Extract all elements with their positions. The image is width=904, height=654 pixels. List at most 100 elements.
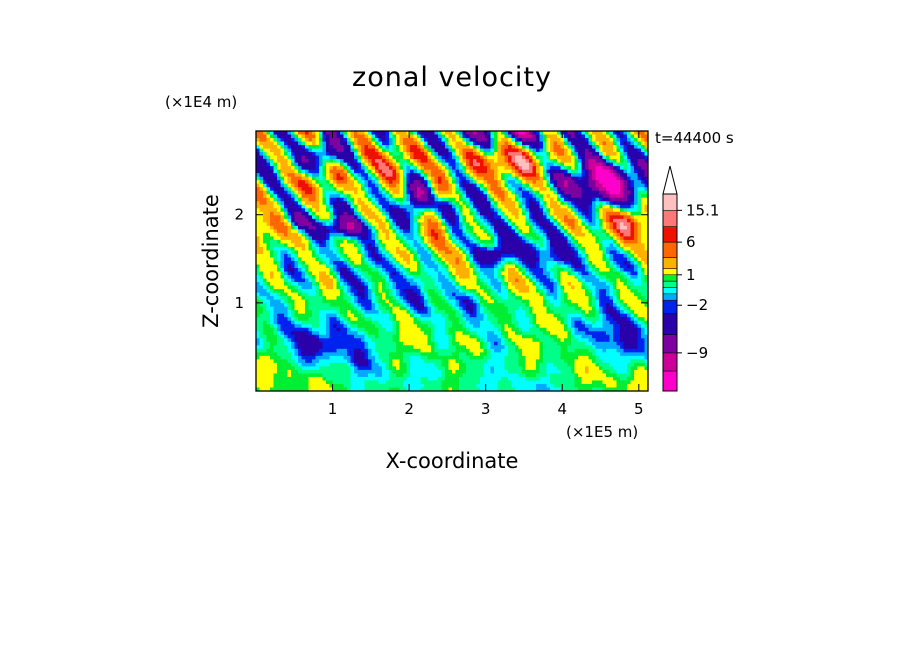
field-cell (277, 261, 282, 266)
field-cell (434, 152, 439, 157)
field-cell (417, 159, 422, 164)
field-cell (385, 257, 390, 262)
field-cell (532, 131, 537, 136)
field-cell (312, 243, 317, 248)
field-cell (357, 190, 362, 195)
field-cell (529, 278, 534, 283)
field-cell (574, 148, 579, 153)
field-cell (469, 173, 474, 178)
field-cell (550, 173, 555, 178)
field-cell (308, 173, 313, 178)
field-cell (424, 264, 429, 269)
field-cell (483, 152, 488, 157)
field-cell (427, 264, 432, 269)
field-cell (641, 239, 646, 245)
field-cell (357, 183, 362, 188)
field-cell (312, 187, 317, 192)
field-cell (406, 190, 411, 195)
field-cell (326, 232, 331, 237)
field-cell (301, 250, 306, 255)
field-cell (644, 141, 648, 146)
field-cell (452, 208, 457, 213)
field-cell (525, 253, 530, 259)
field-cell (448, 187, 453, 192)
field-cell (525, 239, 530, 245)
field-cell (392, 282, 397, 287)
field-cell (546, 208, 551, 213)
field-cell (532, 134, 537, 139)
field-cell (623, 166, 628, 171)
field-cell (571, 282, 576, 287)
field-cell (459, 261, 464, 266)
field-cell (623, 138, 628, 143)
field-cell (567, 236, 572, 241)
field-cell (536, 148, 541, 153)
field-cell (536, 187, 541, 192)
field-cell (490, 201, 495, 206)
field-cell (291, 246, 296, 252)
field-cell (620, 271, 625, 276)
field-cell (403, 243, 408, 248)
field-cell (294, 253, 299, 259)
field-cell (277, 225, 282, 230)
field-cell (459, 169, 464, 174)
field-cell (441, 204, 446, 209)
field-cell (532, 194, 537, 199)
field-cell (361, 232, 366, 237)
field-cell (266, 225, 271, 230)
field-cell (529, 218, 534, 223)
field-cell (322, 190, 327, 195)
field-cell (354, 222, 359, 227)
field-cell (462, 166, 467, 171)
field-cell (536, 253, 541, 259)
field-cell (256, 145, 261, 150)
field-cell (441, 211, 446, 216)
field-cell (511, 138, 516, 143)
field-cell (424, 197, 429, 202)
field-cell (613, 225, 618, 230)
field-cell (616, 138, 621, 143)
field-cell (354, 239, 359, 245)
field-cell (487, 169, 492, 174)
field-cell (389, 275, 394, 280)
field-cell (564, 215, 569, 220)
field-cell (497, 239, 502, 245)
field-cell (602, 145, 607, 150)
field-cell (427, 159, 432, 164)
field-cell (623, 257, 628, 262)
field-cell (420, 253, 425, 259)
field-cell (336, 250, 341, 255)
field-cell (284, 180, 289, 185)
field-cell (396, 211, 401, 216)
field-cell (609, 264, 614, 269)
field-cell (550, 183, 555, 188)
field-cell (613, 246, 618, 252)
field-cell (350, 275, 355, 280)
field-cell (368, 275, 373, 280)
field-cell (480, 166, 485, 171)
field-cell (473, 285, 478, 290)
field-cell (557, 152, 562, 157)
field-cell (518, 271, 523, 276)
field-cell (585, 194, 590, 199)
field-cell (469, 201, 474, 206)
field-cell (270, 215, 275, 220)
field-cell (490, 166, 495, 171)
field-cell (392, 183, 397, 188)
field-cell (609, 208, 614, 213)
field-cell (606, 225, 611, 230)
field-cell (599, 271, 604, 276)
field-cell (406, 180, 411, 185)
field-cell (441, 261, 446, 266)
field-cell (459, 211, 464, 216)
field-cell (305, 211, 310, 216)
field-cell (469, 285, 474, 290)
field-cell (487, 229, 492, 234)
field-cell (630, 271, 635, 276)
field-cell (375, 173, 380, 178)
field-cell (294, 173, 299, 178)
field-cell (508, 145, 513, 150)
field-cell (445, 278, 450, 283)
field-cell (571, 257, 576, 262)
field-cell (620, 225, 625, 230)
